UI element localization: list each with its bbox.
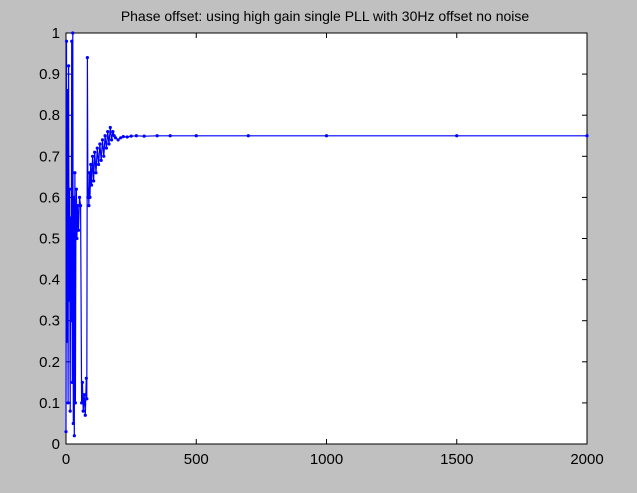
series-point [94,171,98,175]
y-tick-label: 0.3 [39,313,60,330]
y-tick-label: 0.4 [39,272,60,289]
series-point [64,430,68,434]
axis-tick-labels: 0 500 1000 1500 2000 0 0.1 0.2 0.3 0.4 0.5 0.6 0.7 0.… [39,25,604,468]
series-point [324,134,329,138]
series-point [66,401,70,405]
series-point [64,39,69,43]
series-point [95,146,99,150]
y-tick-label: 0.1 [39,395,60,412]
series-point [81,409,85,413]
series-point [76,228,81,232]
series-point [73,401,77,405]
series-point [113,136,118,140]
series-point [100,138,105,142]
series-point [71,421,75,426]
series-point [111,130,115,134]
series-point [129,134,133,138]
series-point [108,125,112,130]
series-point [76,204,80,208]
series-point [65,88,70,93]
series-point [125,135,129,139]
series-point [134,134,138,138]
series-point [67,298,71,302]
series-point [82,393,86,397]
y-tick-label: 0.6 [39,189,60,206]
series-group [64,31,589,438]
y-tick-label: 0.2 [39,354,60,371]
series-point [98,142,102,146]
series-point [70,39,74,43]
x-tick-label: 500 [184,451,209,468]
series-point [85,397,89,401]
series-point [65,339,69,343]
series-point [88,195,92,199]
y-tick-label: 0 [52,436,60,453]
series-point [80,401,84,405]
series-point [142,134,146,138]
plot-area [65,32,588,445]
series-point [103,134,107,138]
chart-title: Phase offset: using high gain single PLL… [121,8,530,24]
series-point [107,142,111,146]
series-point [99,158,103,163]
series-point [74,216,78,220]
x-tick-label: 2000 [570,451,603,468]
series-point [90,154,95,158]
series-point [70,380,74,384]
y-tick-label: 0.9 [39,66,60,83]
series-point [78,204,83,208]
series-point [74,187,79,191]
series-point [155,134,159,138]
y-tick-label: 0.5 [39,231,60,248]
series-point [83,413,87,417]
series-point [104,146,108,150]
x-tick-label: 0 [62,451,70,468]
series-point [69,319,73,323]
series-point [86,187,91,191]
series-point [89,183,94,187]
series-point [121,134,125,139]
series-point [102,154,106,158]
series-point [72,434,76,438]
series-point [67,64,71,68]
series-point [455,134,459,138]
series-point [84,376,88,380]
series-point [72,195,76,199]
y-tick-label: 0.8 [39,107,60,124]
series-point [77,195,82,199]
series-point [109,138,114,142]
series-point [68,187,72,191]
series-point [69,216,73,220]
series-point [80,380,85,384]
y-tick-label: 1 [52,25,60,42]
series-point [106,130,110,134]
series-point [93,150,97,154]
y-tick-label: 0.7 [39,148,60,165]
series-point [585,134,589,138]
series-point [92,179,96,183]
series-point [89,162,93,167]
series-point [87,171,92,175]
series-point [116,138,120,142]
series-point [75,236,79,241]
series-point [68,409,72,413]
series-point [87,204,91,208]
series-point [85,56,89,60]
series-point [71,31,75,35]
x-tick-label: 1000 [310,451,343,468]
series-point [246,134,250,138]
series-point [73,171,77,175]
series-point [194,134,198,138]
series-point [96,162,101,167]
series-point [168,134,172,138]
series-point [119,136,123,140]
x-tick-label: 1500 [440,451,473,468]
